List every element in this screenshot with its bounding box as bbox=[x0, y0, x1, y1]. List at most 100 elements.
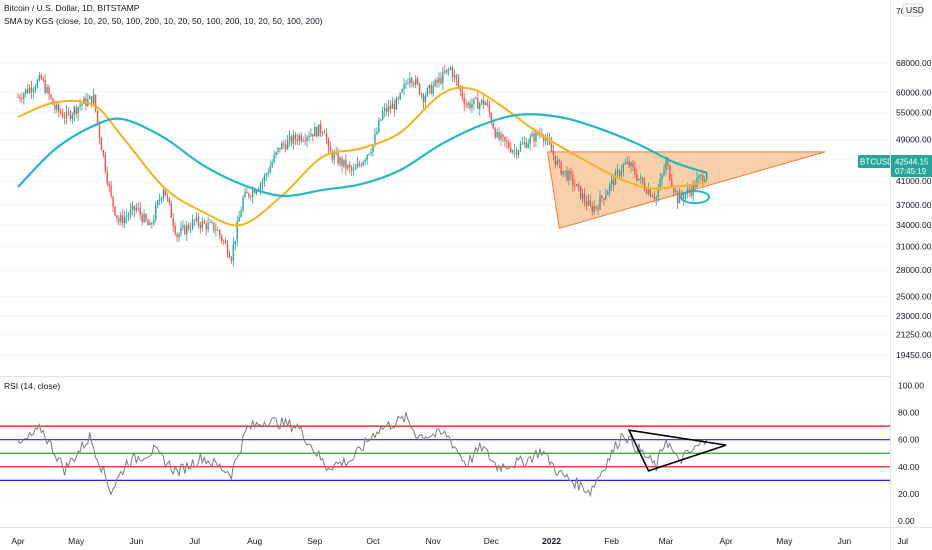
candle-body bbox=[296, 139, 299, 142]
candle-body bbox=[603, 198, 605, 200]
candle-body bbox=[451, 67, 454, 78]
candle-body bbox=[141, 214, 143, 223]
candle-body bbox=[19, 97, 21, 99]
candle-body bbox=[657, 189, 659, 197]
candle-body bbox=[246, 192, 248, 194]
candle-body bbox=[616, 170, 619, 172]
candle-body bbox=[527, 143, 529, 148]
candle-body bbox=[383, 108, 386, 112]
currency-button-label[interactable]: USD bbox=[906, 5, 924, 15]
candle-body bbox=[21, 98, 23, 100]
candle-body bbox=[153, 219, 155, 224]
candle-body bbox=[81, 103, 83, 105]
candle-body bbox=[676, 191, 679, 204]
candle-body bbox=[244, 192, 246, 198]
candle-body bbox=[343, 159, 345, 167]
candle-body bbox=[250, 196, 252, 198]
candle-body bbox=[521, 143, 524, 145]
sma-indicator-label[interactable]: SMA by KGS (close, 10, 20, 50, 100, 200,… bbox=[4, 16, 323, 26]
candle-body bbox=[139, 208, 141, 215]
candle-body bbox=[306, 136, 308, 141]
candle-body bbox=[162, 189, 165, 198]
rsi-indicator-label[interactable]: RSI (14, close) bbox=[4, 381, 60, 391]
candle-body bbox=[230, 258, 233, 261]
candle-body bbox=[395, 98, 397, 110]
candle-body bbox=[217, 230, 219, 231]
candle-body bbox=[696, 178, 698, 188]
candle-body bbox=[512, 150, 514, 153]
currency-button[interactable]: USD bbox=[902, 3, 924, 17]
candle-body bbox=[428, 85, 430, 89]
candle-body bbox=[58, 104, 60, 112]
candle-body bbox=[271, 162, 273, 167]
candle-body bbox=[67, 111, 70, 113]
candle-body bbox=[143, 214, 145, 223]
time-tick-label: Dec bbox=[484, 536, 500, 546]
candle-body bbox=[318, 124, 320, 137]
candle-body bbox=[418, 83, 421, 95]
candle-body bbox=[73, 107, 75, 115]
candle-body bbox=[356, 163, 359, 168]
candle-body bbox=[327, 139, 330, 147]
candle-body bbox=[255, 190, 258, 194]
candle-body bbox=[158, 199, 161, 201]
candle-body bbox=[387, 105, 390, 112]
candle-body bbox=[288, 136, 291, 141]
price-tag-box bbox=[891, 155, 932, 177]
candle-body bbox=[556, 160, 559, 165]
candle-body bbox=[562, 171, 564, 175]
candle-body bbox=[599, 195, 601, 210]
candle-body bbox=[653, 197, 656, 199]
candle-body bbox=[436, 79, 438, 83]
rsi-triangle-shape[interactable] bbox=[627, 429, 727, 472]
candle-body bbox=[422, 94, 425, 103]
price-tag-symbol: BTCUSD bbox=[860, 158, 893, 167]
candle-body bbox=[207, 222, 209, 230]
price-tick-label: 19450.00 bbox=[896, 350, 932, 360]
candle-body bbox=[508, 142, 510, 148]
candle-body bbox=[294, 134, 297, 140]
candle-body bbox=[221, 235, 223, 241]
symbol-title[interactable]: Bitcoin / U.S. Dollar, 1D, BITSTAMP bbox=[4, 3, 140, 13]
currency-button-box[interactable] bbox=[902, 3, 923, 17]
price-axis[interactable]: 68000.0060000.0055000.0049000.0045000.00… bbox=[896, 58, 932, 360]
time-axis[interactable]: Apr May Jun Jul Aug Sep Oct Nov Dec 2022 Feb Mar Apr… bbox=[11, 536, 908, 546]
sma-lines bbox=[17, 86, 708, 227]
candle-body bbox=[48, 87, 50, 95]
candle-body bbox=[215, 230, 217, 231]
candle-body bbox=[626, 161, 628, 164]
candle-body bbox=[645, 189, 648, 194]
rsi-axis[interactable]: 100.00 80.00 60.00 40.00 20.00 0.00 bbox=[898, 381, 924, 527]
candle-body bbox=[89, 96, 91, 100]
candle-body bbox=[116, 215, 118, 219]
candle-body bbox=[354, 167, 357, 170]
candle-body bbox=[399, 92, 401, 100]
candle-body bbox=[543, 135, 545, 141]
candle-body bbox=[17, 97, 19, 98]
sma-slow-line bbox=[17, 113, 708, 198]
candle-body bbox=[647, 189, 650, 194]
candle-body bbox=[211, 222, 213, 224]
candle-body bbox=[236, 221, 238, 241]
rsi-tick-label: 60.00 bbox=[898, 435, 920, 445]
candle-body bbox=[415, 78, 417, 85]
candle-body bbox=[149, 223, 151, 226]
time-tick-label: Nov bbox=[426, 536, 442, 546]
candle-body bbox=[172, 217, 174, 226]
price-tick-label: 68000.00 bbox=[896, 58, 932, 68]
candle-body bbox=[622, 164, 624, 172]
candle-body bbox=[659, 179, 661, 190]
candle-body bbox=[630, 162, 632, 167]
highlight-ellipse-shape[interactable] bbox=[680, 190, 711, 205]
candle-body bbox=[133, 205, 136, 211]
candle-body bbox=[120, 215, 122, 223]
candle-body bbox=[188, 225, 190, 229]
candle-body bbox=[28, 87, 31, 93]
candle-body bbox=[640, 177, 642, 179]
candle-body bbox=[533, 133, 535, 142]
candle-body bbox=[316, 127, 318, 137]
candle-body bbox=[319, 124, 322, 133]
time-tick-label: Jul bbox=[189, 536, 200, 546]
candle-body bbox=[620, 171, 623, 176]
candle-body bbox=[321, 132, 324, 134]
